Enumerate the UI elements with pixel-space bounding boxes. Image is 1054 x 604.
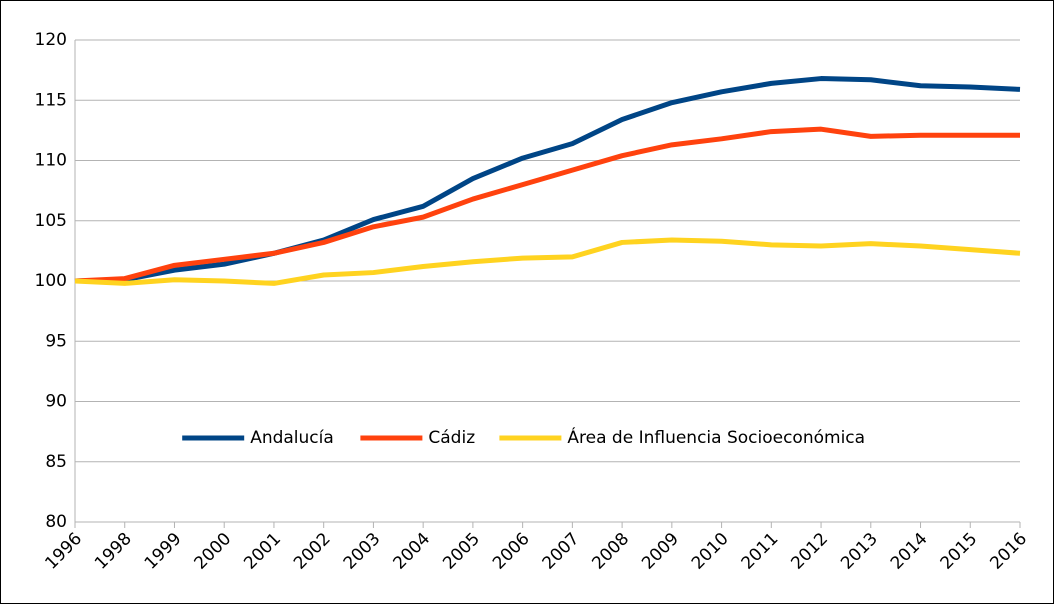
- y-tick-label: 110: [35, 151, 67, 171]
- y-tick-label: 100: [35, 271, 67, 291]
- series-line: [74, 76, 1021, 284]
- y-tick-label: 105: [35, 211, 67, 231]
- y-tick-label: 80: [45, 512, 67, 532]
- series-line: [74, 126, 1020, 284]
- legend-label: Área de Influencia Socioeconómica: [567, 426, 865, 448]
- y-tick-label: 120: [35, 30, 67, 50]
- y-tick-label: 95: [45, 331, 67, 351]
- y-tick-label: 115: [35, 90, 67, 110]
- y-tick-label: 85: [45, 452, 67, 472]
- series-line: [74, 237, 1021, 286]
- y-tick-label: 90: [45, 392, 67, 412]
- legend-label: Cádiz: [428, 428, 475, 448]
- legend-label: Andalucía: [250, 428, 334, 448]
